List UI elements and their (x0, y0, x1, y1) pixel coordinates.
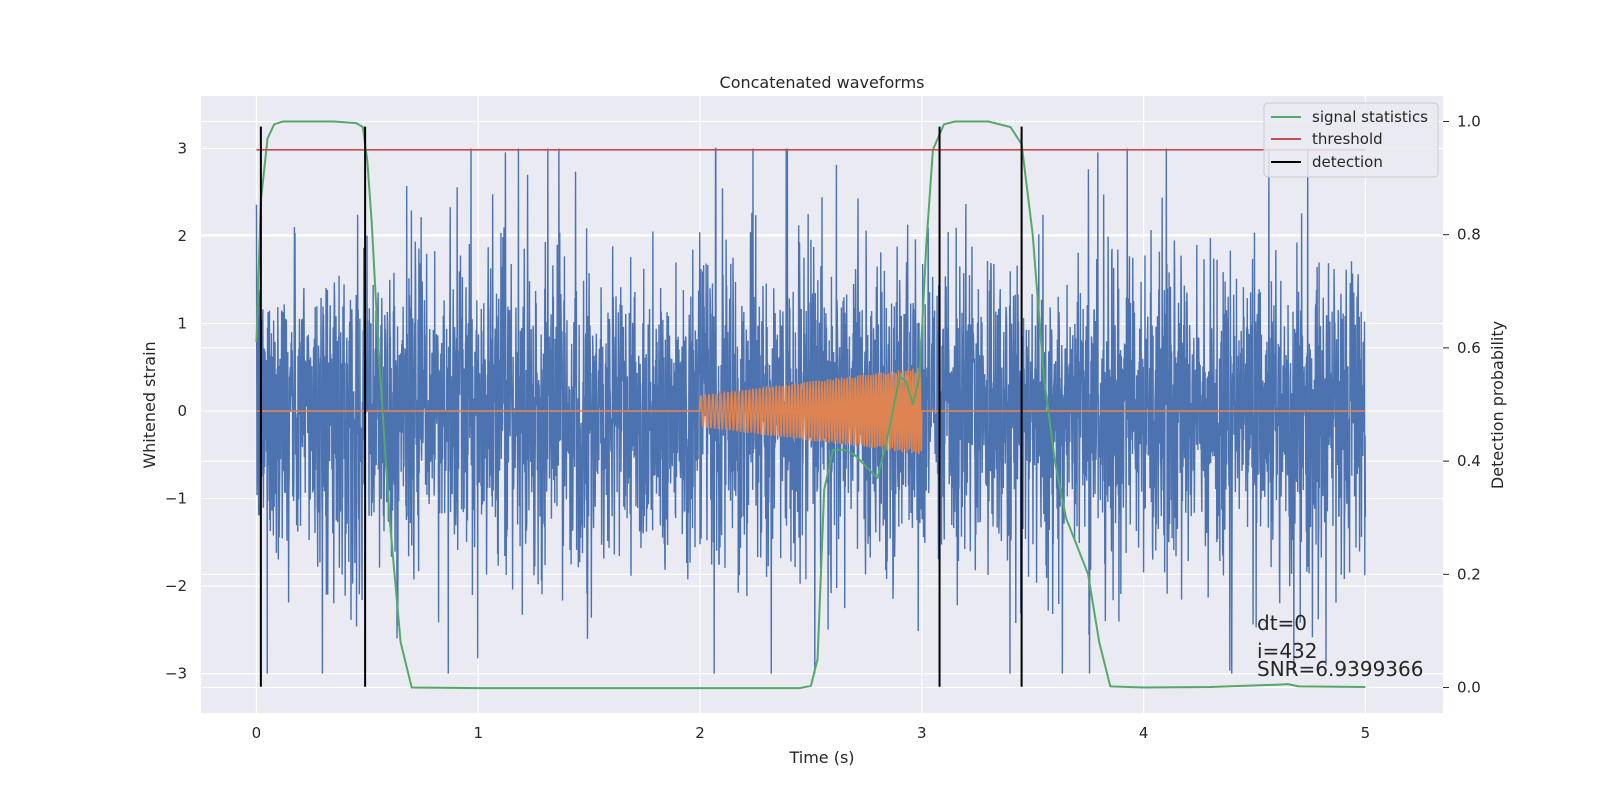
series-layer (255, 120, 1367, 690)
legend: signal statistics threshold detection (1263, 102, 1439, 178)
legend-label-detection: detection (1312, 153, 1383, 171)
y2-axis-label: Detection probability (1488, 321, 1507, 489)
legend-box (1263, 102, 1439, 178)
y2-tick-label: 0.4 (1457, 452, 1481, 470)
strain-noise-line (255, 147, 1367, 674)
y-tick-label: −2 (165, 577, 187, 595)
x-tick-label: 4 (1139, 724, 1149, 742)
legend-label-threshold: threshold (1312, 130, 1383, 148)
x-tick-label: 1 (473, 724, 483, 742)
annotation-index: i=432 (1257, 639, 1318, 663)
y2-tick-label: 0.6 (1457, 339, 1481, 357)
y2-tick-label: 1.0 (1457, 112, 1481, 130)
x-tick-label: 0 (252, 724, 262, 742)
y-tick-label: 0 (177, 402, 187, 420)
x-tick-label: 3 (917, 724, 927, 742)
annotation-block: dt=0 i=432 SNR=6.9399366 (1257, 611, 1423, 681)
y-tick-label: −1 (165, 490, 187, 508)
x-axis-label: Time (s) (788, 748, 854, 767)
x-tick-label: 2 (695, 724, 705, 742)
legend-label-signal-statistics: signal statistics (1312, 108, 1428, 126)
y-tick-label: −3 (165, 665, 187, 683)
y-tick-label: 3 (177, 140, 187, 158)
y-tick-label: 1 (177, 315, 187, 333)
tick-labels: 1.0 0.8 0.6 0.4 0.2 0.0 3 2 1 0 −1 −2 −3 0 1 2 3 4 5 (165, 112, 1481, 742)
injected-chirp-line (256, 367, 1366, 455)
y2-tick-label: 0.0 (1457, 679, 1481, 697)
chart-title: Concatenated waveforms (720, 73, 925, 92)
annotation-snr: SNR=6.9399366 (1257, 657, 1423, 681)
y2-tick-label: 0.8 (1457, 226, 1481, 244)
annotation-dt: dt=0 (1257, 611, 1307, 635)
y-axis-label: Whitened strain (140, 341, 159, 468)
x-tick-label: 5 (1361, 724, 1371, 742)
y-tick-label: 2 (177, 227, 187, 245)
y2-tick-label: 0.2 (1457, 565, 1481, 583)
